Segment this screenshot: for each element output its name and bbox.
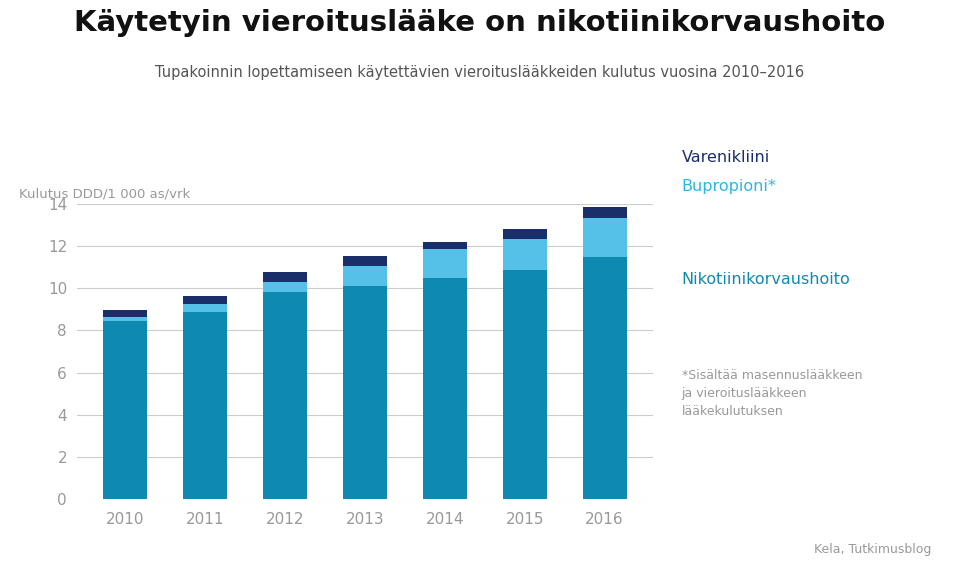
Text: *Sisältää masennuslääkkeen
ja vieroituslääkkeen
lääkekulutuksen: *Sisältää masennuslääkkeen ja vieroitusl… bbox=[682, 369, 862, 417]
Bar bbox=[343, 256, 387, 266]
Bar bbox=[103, 311, 147, 317]
Bar bbox=[583, 218, 627, 257]
Bar bbox=[422, 242, 467, 249]
Bar bbox=[263, 272, 307, 282]
Bar bbox=[343, 286, 387, 499]
Bar bbox=[422, 249, 467, 278]
Bar bbox=[263, 282, 307, 292]
Text: Käytetyin vieroituslääke on nikotiinikorvaushoito: Käytetyin vieroituslääke on nikotiinikor… bbox=[74, 9, 886, 36]
Bar bbox=[503, 230, 546, 239]
Bar bbox=[103, 317, 147, 321]
Bar bbox=[343, 266, 387, 286]
Text: Nikotiinikorvaushoito: Nikotiinikorvaushoito bbox=[682, 272, 851, 287]
Bar bbox=[103, 321, 147, 499]
Text: Tupakoinnin lopettamiseen käytettävien vieroituslääkkeiden kulutus vuosina 2010–: Tupakoinnin lopettamiseen käytettävien v… bbox=[156, 65, 804, 80]
Bar bbox=[183, 296, 227, 304]
Bar bbox=[583, 257, 627, 499]
Text: Bupropioni*: Bupropioni* bbox=[682, 179, 777, 193]
Bar bbox=[503, 239, 546, 270]
Text: Kela, Tutkimusblog: Kela, Tutkimusblog bbox=[814, 543, 931, 556]
Text: Kulutus DDD/1 000 as/vrk: Kulutus DDD/1 000 as/vrk bbox=[19, 187, 190, 200]
Bar bbox=[503, 270, 546, 499]
Bar bbox=[183, 304, 227, 311]
Bar bbox=[422, 278, 467, 499]
Text: Varenikliini: Varenikliini bbox=[682, 150, 770, 165]
Bar bbox=[583, 208, 627, 218]
Bar bbox=[183, 311, 227, 499]
Bar bbox=[263, 292, 307, 499]
